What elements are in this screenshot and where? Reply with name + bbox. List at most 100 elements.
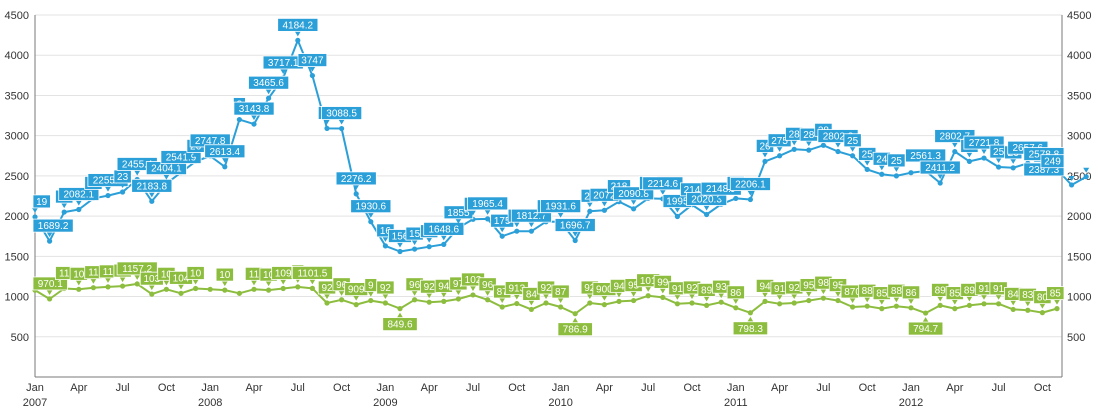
x-tick-label: Apr: [70, 382, 87, 394]
x-year-label: 2010: [548, 397, 572, 409]
data-point: [587, 208, 593, 214]
data-point: [1069, 182, 1075, 188]
x-tick-label: Jan: [552, 382, 570, 394]
data-point: [426, 244, 432, 250]
data-point: [631, 206, 637, 212]
data-point: [587, 300, 593, 306]
data-label-text: 1855: [447, 208, 470, 219]
data-label-text: 28: [803, 130, 815, 141]
data-point: [1010, 165, 1016, 171]
data-point: [558, 304, 564, 310]
data-label-pointer: [265, 89, 272, 95]
data-label-pointer: [1039, 303, 1046, 309]
y-tick-label-right: 3000: [1067, 131, 1091, 143]
data-label-pointer: [572, 317, 579, 323]
data-label-pointer: [908, 298, 914, 304]
data-label-pointer: [178, 284, 184, 290]
data-label: 25: [887, 153, 906, 172]
data-label-box: [540, 199, 582, 214]
data-label-box: [729, 177, 771, 191]
data-point: [996, 164, 1002, 170]
data-label-box: [321, 106, 363, 120]
data-label: 25: [843, 133, 862, 152]
data-label-box: [186, 266, 205, 280]
data-label: 89: [697, 283, 716, 302]
data-label-pointer: [528, 222, 535, 228]
data-point: [704, 302, 710, 309]
data-label-pointer: [324, 293, 330, 299]
data-label: 94: [609, 278, 629, 298]
data-label: 2206.1: [729, 177, 771, 196]
data-label: 19: [32, 194, 51, 213]
data-label-pointer: [747, 190, 754, 196]
data-label-box: [557, 322, 593, 337]
x-tick-label: Apr: [421, 382, 438, 394]
data-point: [1025, 307, 1031, 313]
data-label-box: [297, 53, 328, 67]
data-point: [777, 301, 783, 307]
data-label-text: 2404.1: [151, 164, 182, 175]
data-label-pointer: [1010, 158, 1017, 164]
data-label-pointer: [484, 290, 491, 296]
data-point: [163, 286, 169, 292]
data-point: [733, 195, 739, 202]
data-label-pointer: [1083, 167, 1090, 173]
data-label-pointer: [864, 297, 871, 303]
data-point: [631, 297, 637, 304]
data-label-pointer: [645, 286, 652, 292]
x-tick-label: Jan: [26, 382, 44, 394]
data-label-pointer: [805, 291, 812, 297]
data-point: [908, 305, 914, 311]
data-point: [762, 158, 768, 165]
data-point: [952, 148, 958, 155]
data-label-text: 2455.4: [122, 159, 153, 170]
data-point: [236, 116, 242, 123]
data-label-box: [382, 317, 418, 332]
data-label-text: 23: [117, 172, 129, 183]
data-point: [966, 158, 973, 165]
data-label-pointer: [601, 201, 608, 207]
data-label-pointer: [776, 294, 783, 300]
data-label: 11: [98, 264, 118, 283]
data-label: 91: [668, 281, 687, 300]
data-label: 798.3: [732, 316, 769, 336]
x-tick-label: Oct: [859, 382, 876, 394]
x-year-label: 2011: [724, 397, 748, 409]
data-point: [61, 209, 67, 215]
x-tick-label: Jul: [291, 382, 305, 394]
x-tick-label: Jan: [727, 382, 745, 394]
data-point: [441, 241, 447, 247]
data-label-pointer: [470, 210, 476, 216]
data-label-box: [215, 267, 234, 282]
data-label-pointer: [616, 292, 622, 298]
data-label-pointer: [762, 292, 768, 298]
data-label-pointer: [1010, 300, 1017, 306]
data-label-text: 19: [36, 197, 48, 208]
data-label-pointer: [864, 160, 871, 166]
data-label: 2411.2: [919, 160, 961, 180]
x-tick-label: Jul: [992, 382, 1006, 394]
data-label: 1930.6: [350, 199, 392, 218]
data-label: 970.1: [32, 276, 68, 295]
data-point: [499, 304, 505, 310]
data-label-text: 92: [321, 283, 333, 294]
x-year-label: 2009: [373, 397, 397, 409]
data-label: 909: [344, 282, 369, 301]
data-label-pointer: [732, 298, 739, 304]
x-tick-label: Oct: [683, 382, 700, 394]
data-label-pointer: [90, 189, 97, 195]
data-label: 88: [887, 283, 906, 303]
data-label-pointer: [353, 295, 360, 301]
data-label: 85: [1046, 286, 1065, 305]
data-label-pointer: [543, 293, 549, 299]
data-point: [485, 216, 491, 222]
data-point: [382, 243, 388, 249]
data-label-text: 2561.3: [910, 151, 941, 162]
data-label: 2082.1: [58, 187, 100, 206]
data-label-pointer: [791, 293, 798, 299]
data-label: 92: [682, 280, 702, 299]
data-point: [105, 284, 111, 290]
data-label-pointer: [951, 299, 958, 305]
data-label-text: 25: [847, 136, 859, 147]
data-label-text: 1648.6: [429, 224, 460, 235]
